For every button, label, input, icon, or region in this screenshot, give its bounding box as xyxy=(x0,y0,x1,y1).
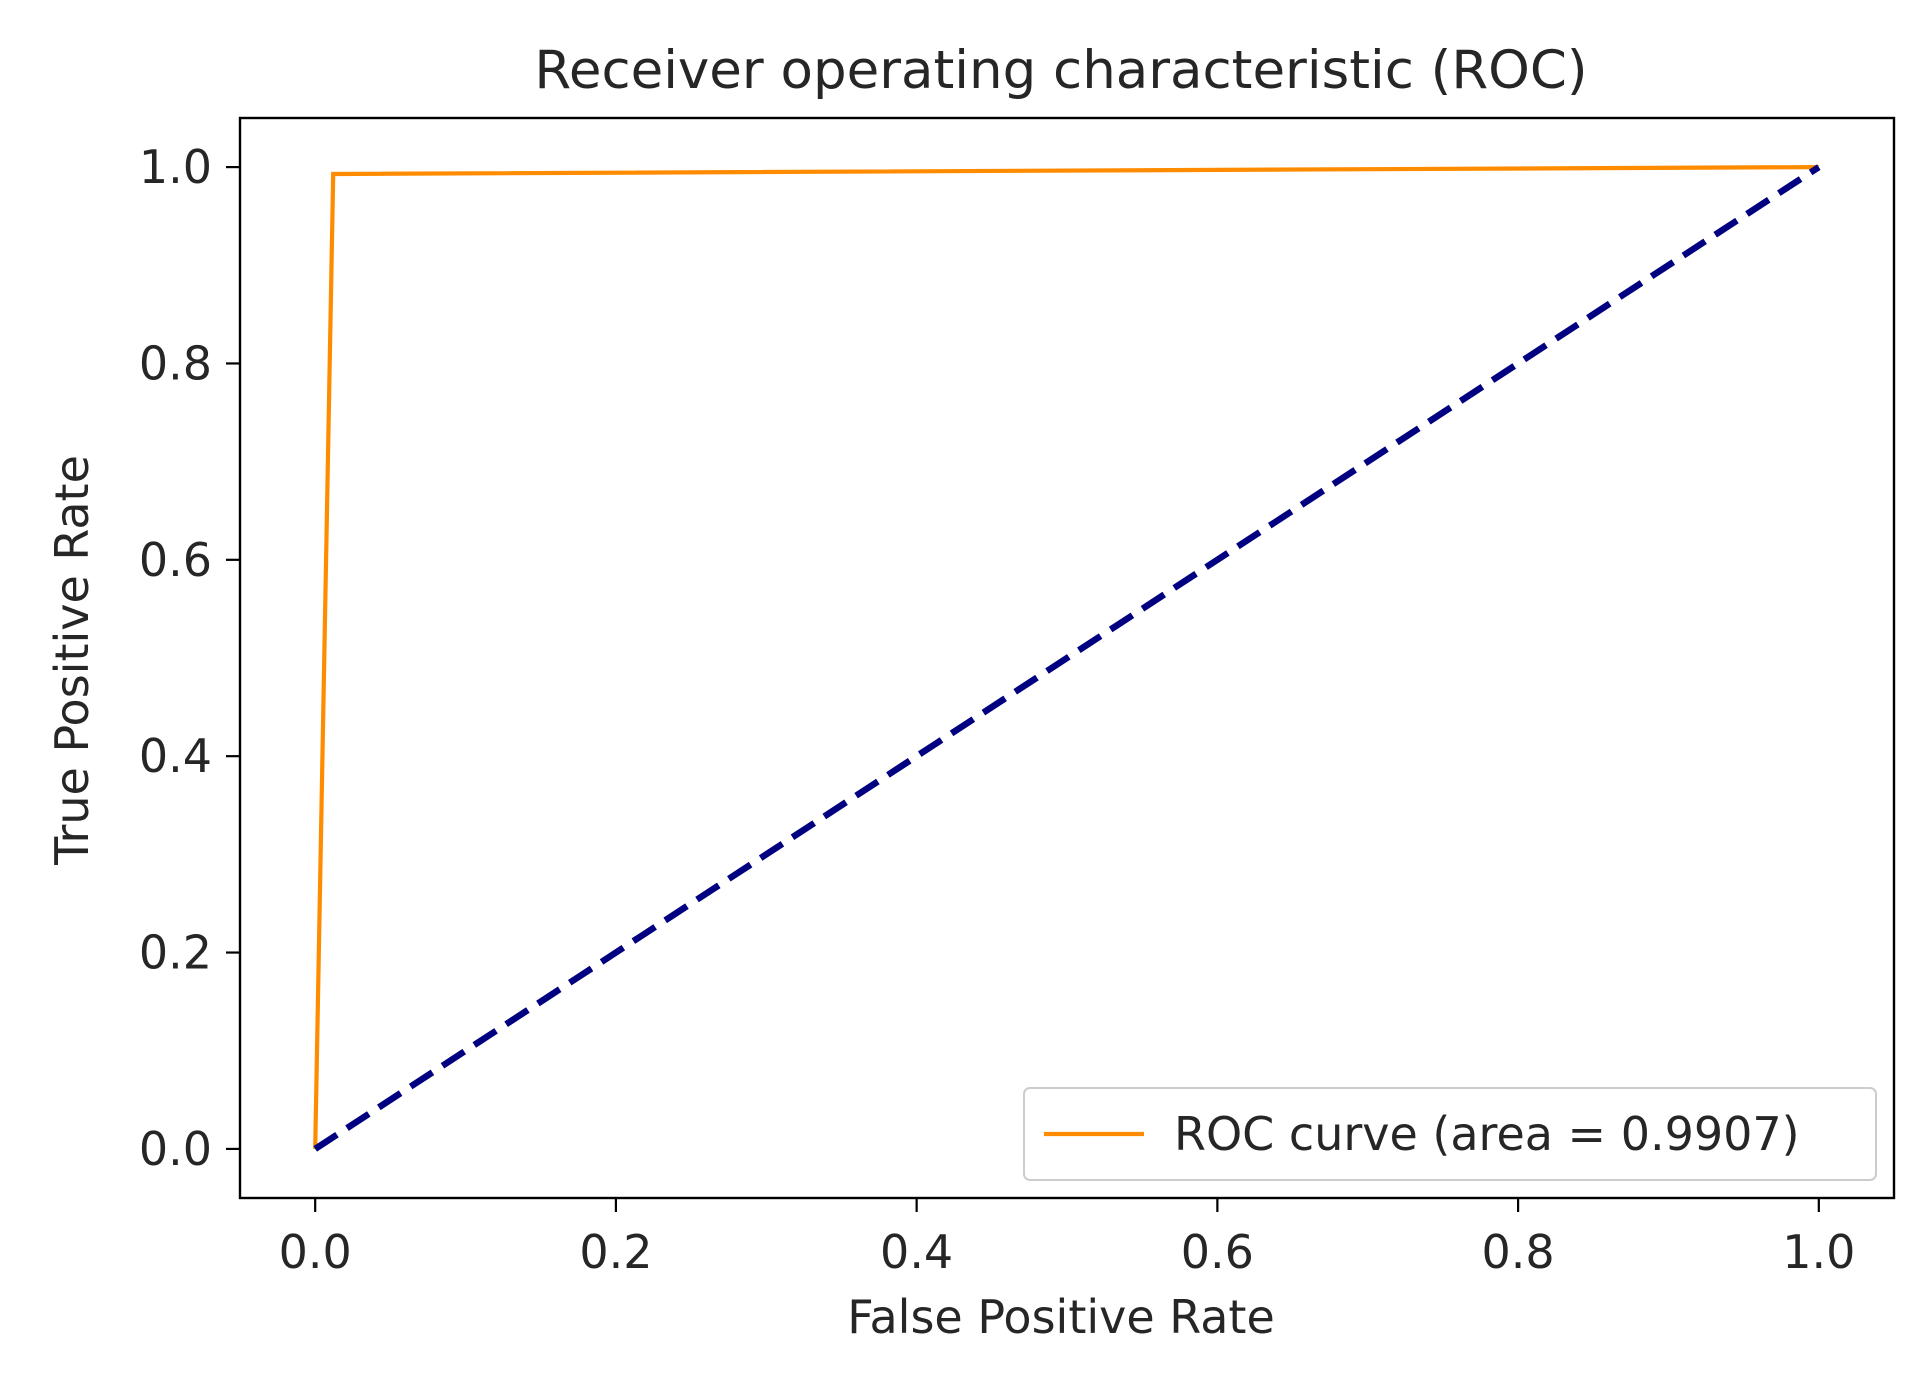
series-layer xyxy=(313,164,1821,1152)
legend: ROC curve (area = 0.9907) xyxy=(1023,1087,1877,1181)
plot-frame xyxy=(238,116,1896,1200)
chance-diagonal-line xyxy=(313,164,1821,1152)
x-axis-label: False Positive Rate xyxy=(847,1290,1275,1344)
legend-label: ROC curve (area = 0.9907) xyxy=(1174,1107,1800,1161)
y-axis-label: True Positive Rate xyxy=(45,455,99,866)
x-tick-label: 0.4 xyxy=(880,1225,953,1279)
x-axis: 0.0 0.2 0.4 0.6 0.8 1.0 xyxy=(279,1198,1855,1279)
x-tick-label: 0.2 xyxy=(579,1225,652,1279)
y-axis: 0.0 0.2 0.4 0.6 0.8 1.0 xyxy=(139,140,240,1176)
x-tick-label: 1.0 xyxy=(1782,1225,1855,1279)
y-tick-label: 0.6 xyxy=(139,533,212,587)
x-tick-label: 0.8 xyxy=(1482,1225,1555,1279)
y-tick-label: 0.8 xyxy=(139,336,212,390)
legend-box xyxy=(1023,1087,1877,1181)
x-tick-label: 0.0 xyxy=(279,1225,352,1279)
y-tick-label: 1.0 xyxy=(139,140,212,194)
y-tick-label: 0.0 xyxy=(139,1122,212,1176)
chart-title: Receiver operating characteristic (ROC) xyxy=(534,40,1587,101)
x-tick-label: 0.6 xyxy=(1181,1225,1254,1279)
y-tick-label: 0.2 xyxy=(139,926,212,980)
roc-curve-line xyxy=(313,165,1819,1149)
y-tick-label: 0.4 xyxy=(139,729,212,783)
